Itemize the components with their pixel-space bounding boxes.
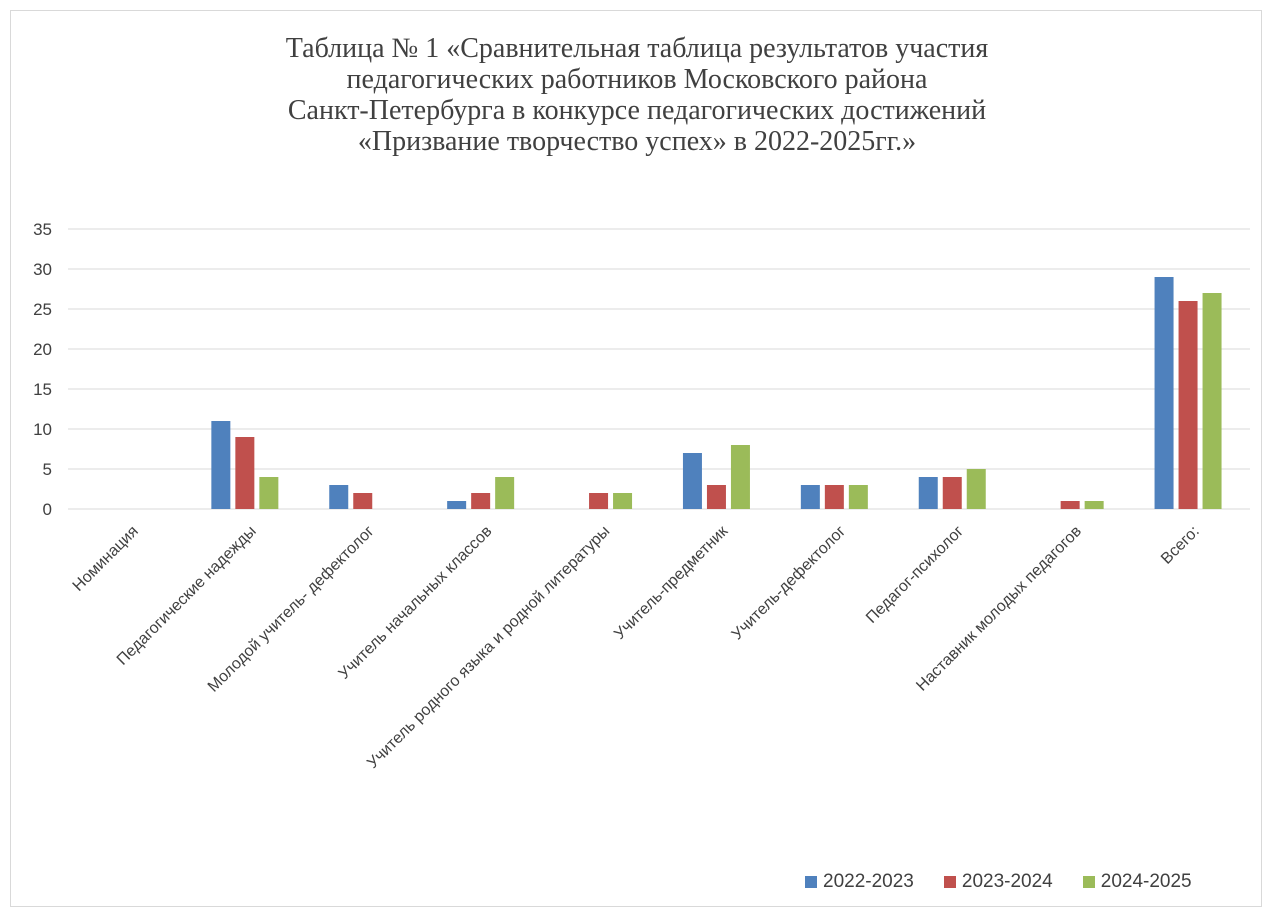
legend-item-2024-2025: 2024-2025: [1082, 871, 1192, 893]
bar-2023-2024: [1178, 301, 1198, 509]
bar-2024-2025: [613, 493, 633, 509]
y-tick-label: 10: [33, 420, 52, 439]
x-category-label: Всего:: [1158, 523, 1203, 568]
legend-swatch-2023-2024: [943, 876, 956, 888]
bar-2024-2025: [1084, 501, 1104, 509]
legend-swatch-2024-2025: [1082, 876, 1095, 888]
bar-2022-2023: [447, 501, 467, 509]
legend-item-2022-2023: 2022-2023: [805, 871, 914, 893]
legend-label-2022-2023: 2022-2023: [823, 871, 914, 892]
bar-2023-2024: [1060, 501, 1080, 509]
x-category-label: Педагогические надежды: [114, 523, 260, 669]
legend-item-2023-2024: 2023-2024: [943, 871, 1053, 893]
bar-2023-2024: [235, 437, 255, 509]
chart-title: Таблица № 1 «Сравнительная таблица резул…: [0, 33, 1274, 157]
bar-2024-2025: [730, 445, 750, 509]
x-category-label: Педагог-психолог: [863, 523, 967, 627]
x-category-label: Учитель-дефектолог: [729, 523, 850, 644]
bar-2023-2024: [589, 493, 609, 509]
bar-2022-2023: [1154, 277, 1174, 509]
legend-label-2024-2025: 2024-2025: [1100, 871, 1192, 892]
legend: 2022-2023 2023-2024 2024-2025: [805, 871, 1192, 893]
bar-2024-2025: [495, 477, 515, 509]
bar-2022-2023: [918, 477, 938, 509]
bar-2022-2023: [329, 485, 349, 509]
legend-swatch-2022-2023: [805, 876, 817, 888]
bar-2023-2024: [353, 493, 373, 509]
bar-2023-2024: [824, 485, 844, 509]
chart-title-line-1: Таблица № 1 «Сравнительная таблица резул…: [285, 33, 989, 64]
y-tick-label: 30: [33, 260, 52, 279]
bar-2024-2025: [848, 485, 868, 509]
chart-title-line-4: «Призвание творчество успех» в 2022-2025…: [357, 126, 917, 157]
y-tick-label: 35: [33, 220, 52, 239]
x-category-label: Номинация: [70, 523, 142, 595]
bar-2024-2025: [1202, 293, 1222, 509]
legend-label-2023-2024: 2023-2024: [961, 871, 1053, 892]
chart-title-line-2: педагогических работников Московского ра…: [346, 64, 928, 95]
y-tick-label: 0: [43, 500, 52, 519]
x-category-label: Учитель-предметник: [611, 522, 732, 643]
chart-title-line-3: Санкт-Петербурга в конкурсе педагогическ…: [287, 95, 987, 126]
y-tick-label: 5: [43, 460, 52, 479]
y-tick-label: 20: [33, 340, 52, 359]
bar-2022-2023: [682, 453, 702, 509]
x-category-label: Учитель родного языка и родной литератур…: [364, 523, 613, 772]
bar-2024-2025: [966, 469, 986, 509]
y-tick-label: 15: [33, 380, 52, 399]
y-tick-label: 25: [33, 300, 52, 319]
bar-2024-2025: [259, 477, 279, 509]
bar-2023-2024: [471, 493, 491, 509]
bar-2023-2024: [706, 485, 726, 509]
bar-2023-2024: [942, 477, 962, 509]
bar-2022-2023: [211, 421, 231, 509]
bar-2022-2023: [800, 485, 820, 509]
